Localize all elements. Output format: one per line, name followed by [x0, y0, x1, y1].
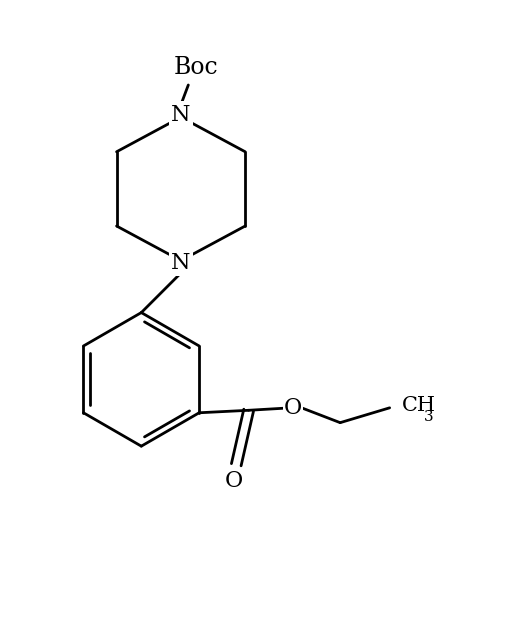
Text: N: N: [171, 252, 191, 274]
Text: O: O: [284, 397, 302, 419]
Text: CH: CH: [402, 396, 436, 415]
Text: O: O: [225, 470, 243, 492]
Text: N: N: [171, 104, 191, 125]
Text: Boc: Boc: [173, 56, 218, 79]
Text: 3: 3: [425, 410, 434, 424]
